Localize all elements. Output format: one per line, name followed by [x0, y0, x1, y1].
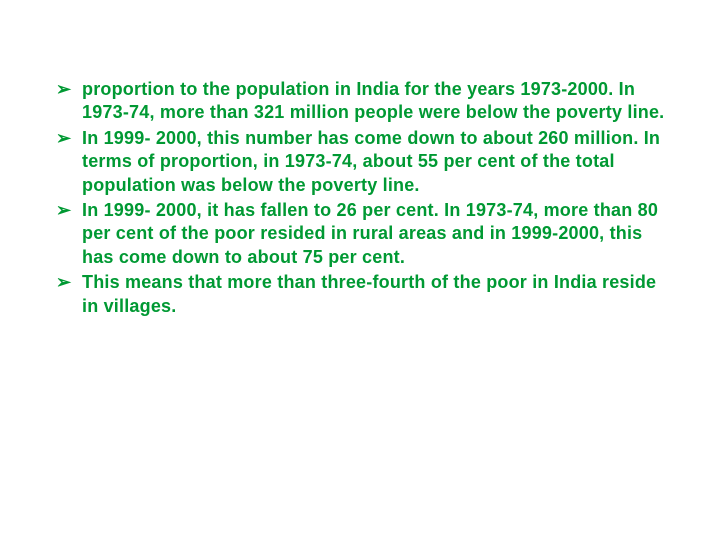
list-item: ➢ proportion to the population in India … [50, 78, 670, 125]
bullet-text: In 1999- 2000, it has fallen to 26 per c… [82, 199, 670, 269]
list-item: ➢ In 1999- 2000, it has fallen to 26 per… [50, 199, 670, 269]
bullet-list: ➢ proportion to the population in India … [50, 78, 670, 318]
bullet-text: proportion to the population in India fo… [82, 78, 670, 125]
bullet-icon: ➢ [56, 78, 71, 101]
list-item: ➢ In 1999- 2000, this number has come do… [50, 127, 670, 197]
bullet-icon: ➢ [56, 127, 71, 150]
list-item: ➢ This means that more than three-fourth… [50, 271, 670, 318]
bullet-text: In 1999- 2000, this number has come down… [82, 127, 670, 197]
bullet-icon: ➢ [56, 271, 71, 294]
bullet-icon: ➢ [56, 199, 71, 222]
bullet-text: This means that more than three-fourth o… [82, 271, 670, 318]
